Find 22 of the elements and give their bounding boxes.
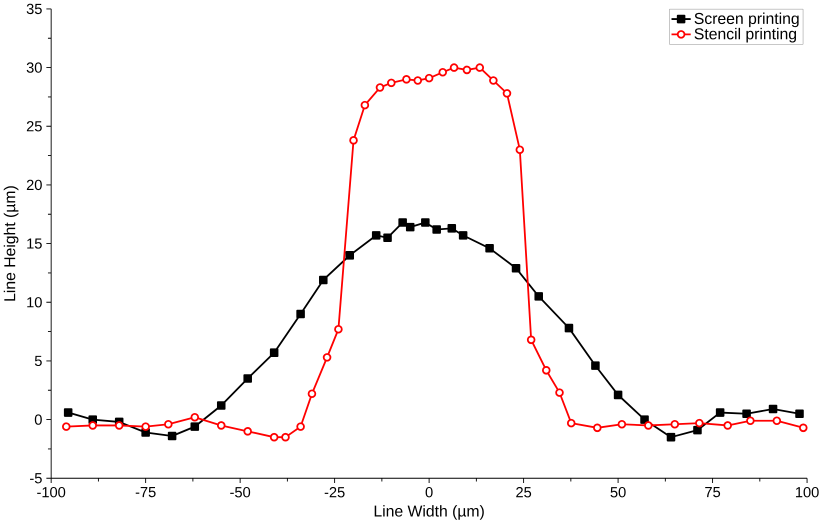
x-tick-label: -25 [324, 487, 345, 498]
y-tick-label: 20 [26, 180, 42, 190]
y-tick-label: 30 [26, 62, 42, 74]
x-tick-label: 100 [796, 487, 819, 498]
y-tick-label: 15 [27, 238, 42, 249]
y-tick-label: 25 [26, 121, 42, 132]
y-axis-title: Line Height (µm) [4, 186, 18, 301]
x-tick-label: 75 [705, 487, 720, 498]
x-tick-label: 25 [516, 487, 532, 498]
x-tick-label: 50 [610, 487, 626, 498]
legend-label: Stencil printing [694, 28, 796, 43]
y-tick-label: -5 [30, 473, 42, 484]
x-tick-label: -75 [136, 487, 156, 498]
x-tick-label: -50 [230, 487, 250, 498]
x-axis-title: Line Width (µm) [374, 505, 484, 520]
legend-label: Screen printing [694, 12, 799, 28]
x-tick-label: 0 [426, 487, 433, 498]
y-tick-label: 0 [34, 414, 42, 426]
x-tick-label: -100 [37, 487, 66, 498]
y-tick-label: 5 [34, 356, 42, 366]
y-tick-label: 35 [26, 4, 42, 14]
y-tick-label: 10 [27, 297, 42, 308]
